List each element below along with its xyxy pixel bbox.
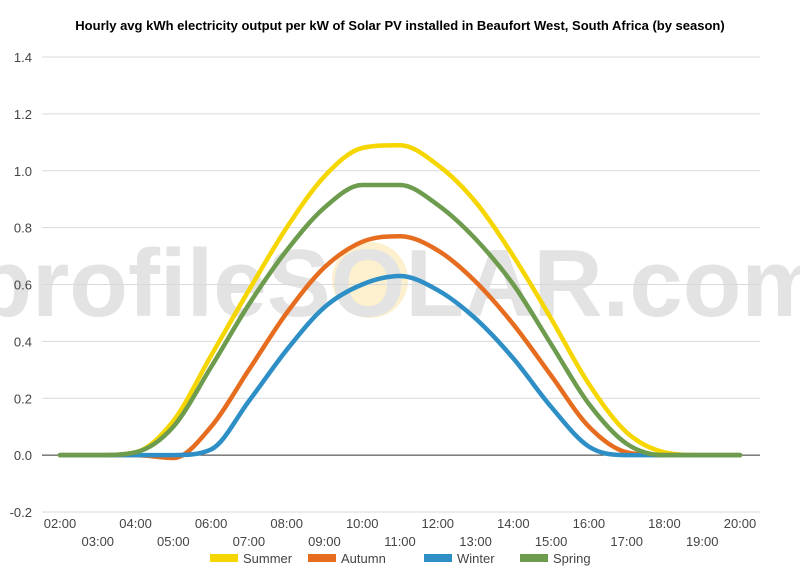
x-tick-label: 06:00 xyxy=(195,516,228,531)
y-tick-label: 0.6 xyxy=(14,278,32,293)
x-tick-label: 20:00 xyxy=(724,516,757,531)
chart-title: Hourly avg kWh electricity output per kW… xyxy=(75,18,725,33)
legend-swatch-spring xyxy=(520,554,548,562)
y-tick-label: -0.2 xyxy=(10,505,32,520)
x-tick-label: 17:00 xyxy=(610,534,643,549)
watermark-text: profileSOLAR.com xyxy=(0,230,800,337)
x-tick-label: 02:00 xyxy=(44,516,77,531)
x-axis-ticks: 02:00 03:00 04:00 05:00 06:00 07:00 08:00 09:00… xyxy=(44,516,757,549)
x-tick-label: 15:00 xyxy=(535,534,568,549)
x-tick-label: 04:00 xyxy=(119,516,152,531)
legend-swatch-summer xyxy=(210,554,238,562)
x-tick-label: 03:00 xyxy=(82,534,115,549)
legend-label-autumn: Autumn xyxy=(341,551,386,566)
legend-swatch-autumn xyxy=(308,554,336,562)
x-tick-label: 07:00 xyxy=(233,534,266,549)
x-tick-label: 16:00 xyxy=(573,516,606,531)
y-tick-label: 1.0 xyxy=(14,164,32,179)
x-tick-label: 10:00 xyxy=(346,516,379,531)
series-lines xyxy=(57,142,743,461)
y-axis-ticks: 1.4 1.2 1.0 0.8 0.6 0.4 0.2 0.0 -0.2 xyxy=(10,50,32,520)
watermark: profileSOLAR.com xyxy=(0,230,800,337)
y-tick-label: 1.2 xyxy=(14,107,32,122)
y-tick-label: 1.4 xyxy=(14,50,32,65)
legend-swatch-winter xyxy=(424,554,452,562)
x-tick-label: 14:00 xyxy=(497,516,530,531)
legend: Summer Autumn Winter Spring xyxy=(210,551,591,566)
x-tick-label: 12:00 xyxy=(422,516,455,531)
series-line-winter xyxy=(57,273,743,458)
y-tick-label: 0.4 xyxy=(14,334,32,349)
legend-label-winter: Winter xyxy=(457,551,495,566)
x-tick-label: 13:00 xyxy=(459,534,492,549)
series-line-spring xyxy=(57,182,743,458)
x-tick-label: 08:00 xyxy=(270,516,303,531)
x-tick-label: 19:00 xyxy=(686,534,719,549)
legend-label-summer: Summer xyxy=(243,551,293,566)
x-tick-label: 09:00 xyxy=(308,534,341,549)
legend-label-spring: Spring xyxy=(553,551,591,566)
x-tick-label: 11:00 xyxy=(384,534,416,549)
y-tick-label: 0.0 xyxy=(14,448,32,463)
y-tick-label: 0.8 xyxy=(14,221,32,236)
series-line-summer xyxy=(57,142,743,458)
x-tick-label: 05:00 xyxy=(157,534,190,549)
x-tick-label: 18:00 xyxy=(648,516,681,531)
y-tick-label: 0.2 xyxy=(14,391,32,406)
series-line-autumn xyxy=(57,233,743,461)
